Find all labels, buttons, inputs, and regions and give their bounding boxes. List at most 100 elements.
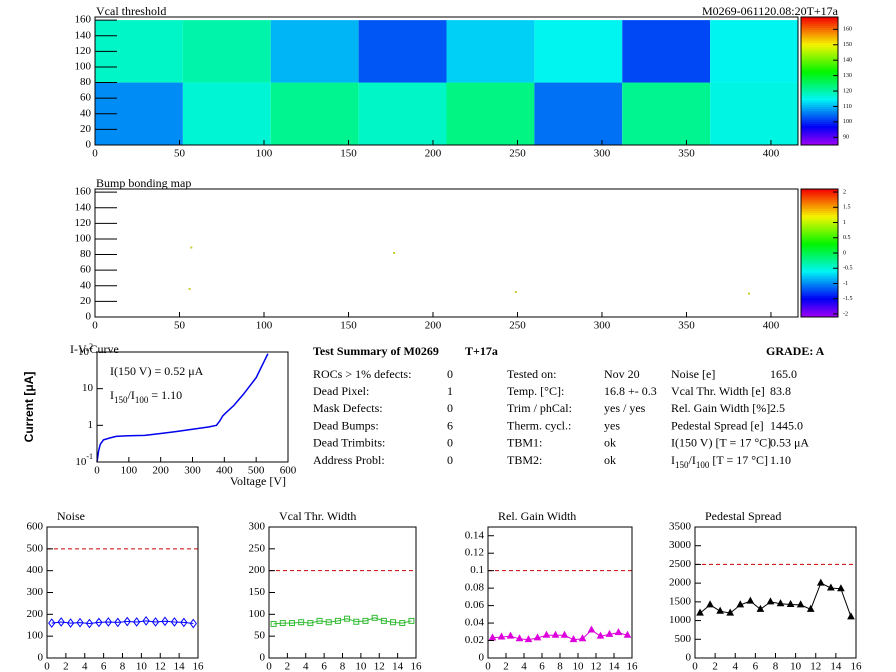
bump-point: [747, 292, 750, 295]
chart-title: Vcal Thr. Width: [279, 509, 356, 523]
summary-value: 6: [447, 418, 453, 432]
x-tick-label: 2: [63, 661, 69, 672]
summary-label-part: I: [671, 453, 675, 467]
colorbar-label: 100: [843, 119, 852, 125]
colorbar-step: [801, 138, 838, 142]
colorbar-step: [801, 242, 838, 245]
colorbar-step: [801, 59, 838, 63]
colorbar-step: [801, 195, 838, 198]
colorbar-step: [801, 280, 838, 284]
marker: [408, 617, 415, 624]
plot-frame: [94, 188, 799, 318]
heatmap-cell: [534, 82, 623, 145]
x-tick-label: 14: [609, 661, 621, 672]
colorbar-step: [801, 274, 838, 277]
colorbar-step: [801, 225, 838, 228]
colorbar-step: [801, 119, 838, 122]
x-tick-label: 4: [303, 661, 309, 672]
summary-value: 0: [447, 436, 453, 450]
y-tick-label: 20: [80, 123, 92, 135]
colorbar-label: -2: [843, 311, 848, 317]
summary-label: Temp. [°C]:: [507, 384, 564, 398]
colorbar-step: [801, 34, 838, 37]
marker: [756, 604, 765, 612]
y-tick-label: 250: [249, 542, 266, 554]
heatmap-cell: [622, 82, 711, 145]
colorbar-label: 1: [843, 220, 846, 226]
summary-label: Mask Defects:: [313, 401, 383, 415]
x-tick-label: 400: [763, 320, 780, 332]
data-line: [51, 620, 194, 625]
marker: [353, 618, 360, 625]
colorbar-label: 1.5: [843, 205, 851, 211]
summary-label-part: /I: [689, 453, 696, 467]
colorbar-step: [801, 70, 838, 73]
colorbar-step: [801, 282, 838, 286]
colorbar-step: [801, 310, 838, 314]
summary-label: ROCs > 1% defects:: [313, 367, 411, 381]
x-tick-label: 300: [594, 320, 611, 332]
colorbar-step: [801, 76, 838, 80]
plot-frame: [94, 16, 799, 146]
x-tick-label: 0: [92, 148, 98, 160]
summary-label: I(150 V) [T = 17 °C]: [671, 436, 771, 450]
colorbar-label: 90: [843, 135, 849, 141]
x-tick-label: 350: [678, 148, 695, 160]
x-tick-label: 250: [509, 320, 526, 332]
colorbar-step: [801, 127, 838, 131]
summary-label: TBM1:: [507, 436, 542, 450]
marker: [623, 630, 632, 638]
colorbar-step: [801, 304, 838, 307]
colorbar-step: [801, 246, 838, 250]
x-tick-label: 100: [256, 320, 273, 332]
y-axis-label: Current [μA]: [22, 372, 36, 443]
colorbar-step: [801, 261, 838, 265]
colorbar-step: [801, 108, 838, 112]
colorbar-step: [801, 98, 838, 101]
colorbar-step: [801, 221, 838, 224]
y-tick-label: 500: [27, 542, 44, 554]
marker: [180, 617, 188, 628]
x-tick-label: 10: [573, 661, 585, 672]
summary-value: ok: [604, 453, 616, 467]
colorbar-step: [801, 248, 838, 252]
colorbar-step: [801, 81, 838, 84]
colorbar-step: [801, 51, 838, 54]
colorbar-step: [801, 31, 838, 35]
colorbar-step: [801, 216, 838, 220]
colorbar-step: [801, 267, 838, 271]
marker: [161, 616, 169, 627]
y-tick-label: 100: [249, 608, 266, 620]
colorbar-step: [801, 53, 838, 56]
y-tick-label: 400: [27, 564, 44, 576]
x-tick-label: 4: [82, 661, 88, 672]
x-tick-label: 8: [340, 661, 346, 672]
colorbar-step: [801, 113, 838, 116]
colorbar-step: [801, 218, 838, 222]
chart-title: Pedestal Spread: [705, 509, 781, 523]
marker: [696, 608, 704, 616]
colorbar-step: [801, 123, 838, 127]
y-tick-label: 0.14: [465, 529, 485, 541]
y-tick-label: 10-1: [75, 452, 93, 467]
colorbar-step: [801, 61, 838, 65]
x-tick-label: 150: [340, 148, 357, 160]
chart-title: Bump bonding map: [96, 176, 191, 190]
summary-label: TBM2:: [507, 453, 542, 467]
colorbar-step: [801, 36, 838, 39]
marker: [533, 633, 542, 641]
colorbar-step: [801, 223, 838, 226]
heatmap-cell: [270, 82, 359, 145]
colorbar-step: [801, 23, 838, 26]
colorbar-step: [801, 121, 838, 125]
y-tick-label: 0: [686, 652, 692, 664]
summary-value: 0: [447, 453, 453, 467]
summary-value: 1: [447, 384, 453, 398]
y-tick-label: 100: [27, 630, 44, 642]
y-tick-label: 120: [75, 45, 92, 57]
y-tick-base: 10: [78, 346, 90, 358]
summary-label: Tested on:: [507, 367, 556, 381]
chart-subtitle: M0269-061120.08:20T+17a: [702, 4, 839, 18]
summary-label-part: [T = 17 °C]: [709, 453, 768, 467]
y-tick-label: 0: [260, 652, 266, 664]
